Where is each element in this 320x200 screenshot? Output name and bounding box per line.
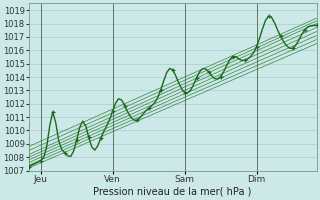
X-axis label: Pression niveau de la mer( hPa ): Pression niveau de la mer( hPa ) [93, 187, 252, 197]
